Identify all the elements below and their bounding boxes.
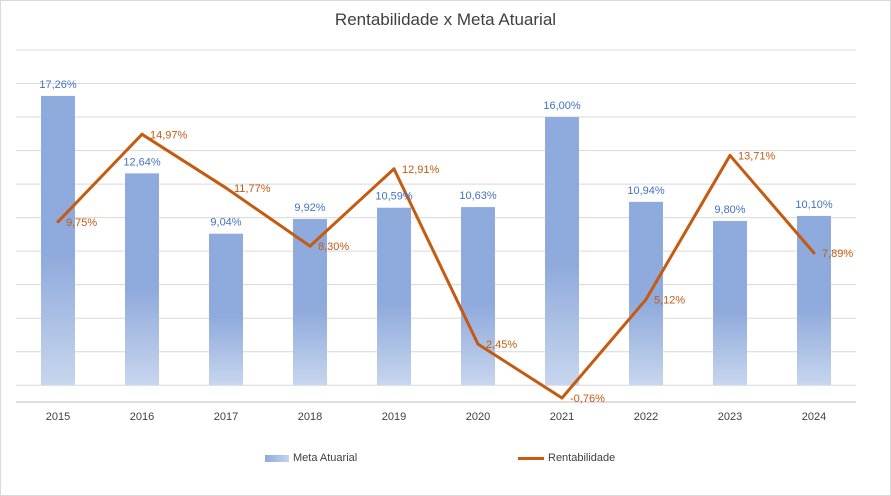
line-point-rentabilidade-2024 xyxy=(812,251,816,255)
bar-meta-atuarial-2024 xyxy=(797,215,831,386)
x-tick-label: 2020 xyxy=(466,411,490,423)
line-data-label: 14,97% xyxy=(150,129,188,141)
bar-data-label: 9,92% xyxy=(294,202,325,214)
line-data-label: 7,89% xyxy=(822,248,853,260)
line-point-rentabilidade-2018 xyxy=(308,244,312,248)
x-tick-label: 2018 xyxy=(298,411,322,423)
line-data-label: 11,77% xyxy=(234,183,271,195)
x-tick-label: 2023 xyxy=(718,411,742,423)
legend-label-rentabilidade: Rentabilidade xyxy=(548,452,616,464)
chart-title: Rentabilidade x Meta Atuarial xyxy=(334,10,557,29)
line-point-rentabilidade-2022 xyxy=(644,297,648,301)
bar-data-label: 10,59% xyxy=(375,191,413,203)
line-data-label: 5,12% xyxy=(654,294,685,306)
x-tick-label: 2024 xyxy=(802,411,826,423)
x-tick-label: 2021 xyxy=(550,411,574,423)
legend-swatch-line xyxy=(518,456,544,460)
x-tick-label: 2017 xyxy=(214,411,238,423)
line-data-label: 9,75% xyxy=(66,217,97,229)
line-point-rentabilidade-2020 xyxy=(476,342,480,346)
bar-meta-atuarial-2017 xyxy=(209,233,243,386)
bar-meta-atuarial-2023 xyxy=(713,220,747,386)
line-data-label: 12,91% xyxy=(402,164,440,176)
legend-label-meta-atuarial: Meta Atuarial xyxy=(293,452,358,464)
bar-data-label: 10,63% xyxy=(459,190,497,202)
bar-data-label: 9,04% xyxy=(210,217,241,229)
x-tick-label: 2019 xyxy=(382,411,406,423)
legend-swatch-bar xyxy=(265,454,289,462)
bar-meta-atuarial-2016 xyxy=(125,173,159,386)
bar-data-label: 17,26% xyxy=(39,79,77,91)
line-data-label: -0,76% xyxy=(570,393,605,405)
line-point-rentabilidade-2017 xyxy=(224,186,228,190)
line-data-label: 13,71% xyxy=(738,150,776,162)
line-point-rentabilidade-2016 xyxy=(140,132,144,136)
line-rentabilidade xyxy=(56,132,816,400)
x-tick-label: 2016 xyxy=(130,411,154,423)
bar-data-label: 10,10% xyxy=(795,199,833,211)
line-data-label: 2,45% xyxy=(486,339,517,351)
line-point-rentabilidade-2021 xyxy=(560,396,564,400)
bar-meta-atuarial-2015 xyxy=(41,95,75,386)
line-point-rentabilidade-2019 xyxy=(392,167,396,171)
x-tick-label: 2015 xyxy=(46,411,70,423)
line-data-label: 8,30% xyxy=(318,241,349,253)
bar-data-label: 12,64% xyxy=(123,156,161,168)
legend-item-meta-atuarial: Meta Atuarial xyxy=(265,452,357,464)
x-tick-label: 2022 xyxy=(634,411,658,423)
line-point-rentabilidade-2015 xyxy=(56,220,60,224)
legend-item-rentabilidade: Rentabilidade xyxy=(518,452,615,464)
bar-meta-atuarial-2022 xyxy=(629,201,663,386)
bar-data-label: 10,94% xyxy=(627,185,665,197)
bar-data-label: 9,80% xyxy=(714,204,745,216)
bar-data-label: 16,00% xyxy=(543,100,581,112)
line-point-rentabilidade-2023 xyxy=(728,153,732,157)
chart-legend: Meta Atuarial Rentabilidade xyxy=(0,452,891,468)
bar-meta-atuarial-2021 xyxy=(545,117,579,386)
bar-meta-atuarial-2020 xyxy=(461,207,495,386)
bar-meta-atuarial-2019 xyxy=(377,207,411,386)
